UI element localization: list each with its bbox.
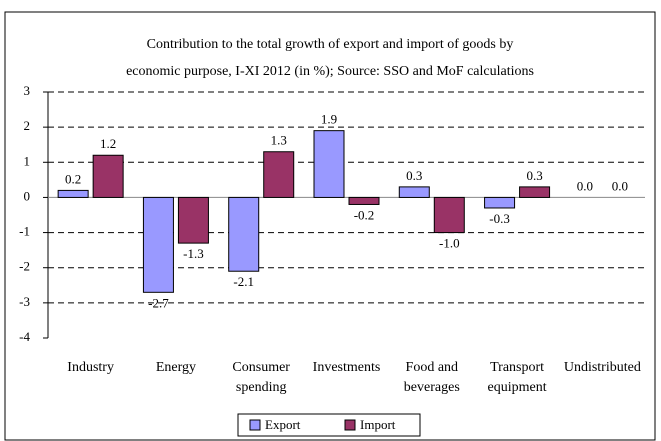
x-tick-label: Industry [67, 360, 114, 375]
legend-swatch [344, 419, 356, 431]
bar [313, 130, 345, 198]
data-label: 0.0 [612, 178, 628, 193]
legend-swatch [249, 419, 261, 431]
y-tick-label: -2 [19, 259, 30, 274]
x-tick-label: Consumer spending [232, 360, 290, 395]
y-tick-label: 3 [24, 83, 31, 98]
x-tick-label: Food and beverages [404, 360, 460, 395]
bar [228, 196, 260, 272]
legend-box [237, 413, 421, 437]
chart-title: Contribution to the total growth of expo… [147, 37, 514, 52]
legend-label: Import [360, 417, 396, 432]
y-tick-label: 1 [24, 153, 31, 168]
bar [57, 189, 89, 198]
chart-frame [4, 11, 656, 441]
x-tick-label: Energy [156, 360, 196, 375]
y-tick-label: -1 [19, 224, 30, 239]
data-label: -1.0 [439, 236, 460, 251]
bar [263, 151, 295, 198]
bar [92, 154, 124, 198]
data-label: -0.3 [489, 211, 510, 226]
bar [177, 196, 209, 244]
bar [484, 196, 516, 209]
data-label: 1.3 [271, 133, 287, 148]
x-tick-label: Investments [313, 360, 381, 375]
legend-label: Export [265, 417, 301, 432]
data-label: 0.2 [65, 171, 81, 186]
chart-title: economic purpose, I-XI 2012 (in %); Sour… [126, 64, 534, 79]
bar [398, 186, 430, 198]
bar [433, 196, 465, 234]
data-label: -0.2 [354, 207, 375, 222]
data-label: 0.0 [577, 178, 593, 193]
data-label: 0.3 [526, 168, 542, 183]
bar [142, 196, 174, 293]
data-label: -1.3 [183, 246, 204, 261]
y-tick-label: -3 [19, 294, 30, 309]
data-label: 0.3 [406, 168, 422, 183]
y-tick-label: -4 [19, 329, 30, 344]
y-tick-label: 0 [24, 188, 31, 203]
data-label: 1.2 [100, 136, 116, 151]
data-label: -2.1 [233, 274, 254, 289]
y-tick-label: 2 [24, 118, 31, 133]
x-tick-label: Undistributed [564, 360, 641, 375]
x-tick-label: Transport equipment [488, 360, 547, 395]
bar [519, 186, 551, 198]
bar [348, 196, 380, 205]
data-label: -2.7 [148, 295, 169, 310]
data-label: 1.9 [321, 112, 337, 127]
